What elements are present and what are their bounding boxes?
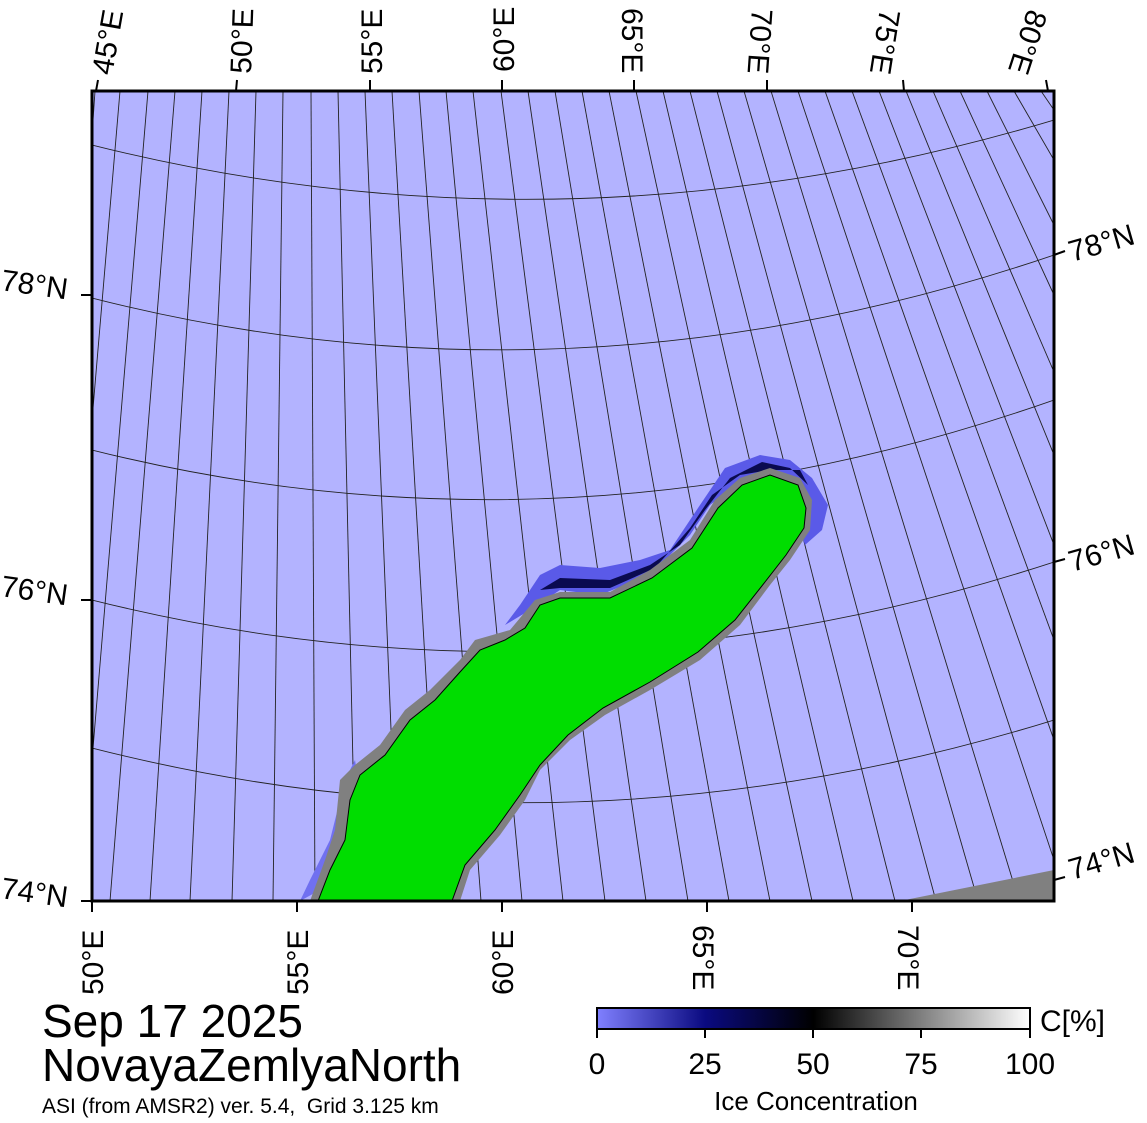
top-lon-label: 50°E xyxy=(225,8,260,75)
left-lat-label: 76°N xyxy=(0,570,70,612)
right-lat-label: 76°N xyxy=(1065,529,1139,579)
product-label: ASI (from AMSR2) ver. 5.4, Grid 3.125 km xyxy=(42,1095,439,1118)
right-lat-label: 74°N xyxy=(1065,837,1139,887)
top-lon-label: 75°E xyxy=(863,7,906,77)
left-lat-label: 78°N xyxy=(0,264,70,306)
colorbar-tick-label: 50 xyxy=(796,1048,829,1081)
colorbar-tick-label: 100 xyxy=(1005,1048,1055,1081)
novaya-zemlya-island xyxy=(317,474,807,901)
bottom-lon-label: 60°E xyxy=(487,930,520,995)
top-lon-labels: 45°E 50°E 55°E 60°E 65°E 70°E 75°E 80°E xyxy=(86,6,1052,78)
frame-ticks xyxy=(81,79,1066,912)
colorbar-tick-label: 75 xyxy=(904,1048,937,1081)
map-frame xyxy=(90,89,1056,903)
bottom-lon-label: 65°E xyxy=(686,925,719,990)
top-lon-label: 45°E xyxy=(86,7,130,77)
top-lon-label: 55°E xyxy=(356,9,389,74)
bottom-lon-label: 55°E xyxy=(282,930,315,995)
bottom-lon-label: 70°E xyxy=(891,925,924,990)
ocean xyxy=(92,91,1054,901)
colorbar-unit: C[%] xyxy=(1040,1005,1105,1038)
top-lon-label: 70°E xyxy=(740,8,777,76)
right-lat-labels: 78°N 76°N 74°N xyxy=(1065,219,1139,887)
bottom-lon-label: 50°E xyxy=(77,930,110,995)
date-label: Sep 17 2025 xyxy=(42,995,303,1047)
top-lon-label: 80°E xyxy=(1001,6,1053,78)
colorbar-gradient xyxy=(596,1007,1031,1030)
left-lat-labels: 78°N 76°N 74°N xyxy=(0,264,70,914)
colorbar-tick-label: 25 xyxy=(688,1048,721,1081)
colorbar-tick-label: 0 xyxy=(589,1048,606,1081)
mainland-mask xyxy=(900,870,1054,901)
top-lon-label: 60°E xyxy=(488,7,521,72)
colorbar: 0 25 50 75 100 C[%] Ice Concentration xyxy=(589,1005,1105,1116)
left-lat-label: 74°N xyxy=(0,872,70,914)
bottom-lon-labels: 50°E 55°E 60°E 65°E 70°E xyxy=(77,925,924,995)
colorbar-title: Ice Concentration xyxy=(714,1086,918,1116)
right-lat-label: 78°N xyxy=(1065,219,1139,269)
region-label: NovayaZemlyaNorth xyxy=(42,1039,462,1091)
top-lon-label: 65°E xyxy=(615,8,648,73)
